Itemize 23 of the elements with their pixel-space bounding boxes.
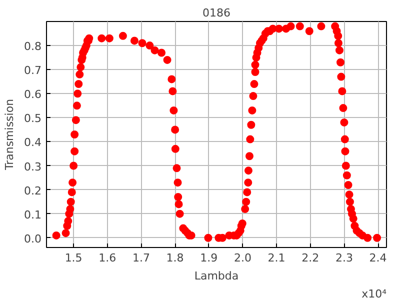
y-tick-label: 0.0 — [24, 232, 42, 246]
y-axis-title: Transmission — [3, 98, 16, 172]
y-tick-label: 0.4 — [24, 136, 42, 150]
x-axis-title: Lambda — [194, 270, 239, 282]
x-tick-label: 2.4 — [369, 252, 387, 264]
y-tick-label: 0.3 — [24, 160, 42, 174]
x-tick-label: 1.9 — [200, 252, 218, 264]
y-tick-label: 0.8 — [24, 40, 42, 54]
x-tick-label: 2.1 — [268, 252, 286, 264]
x-tick-label: 2.3 — [335, 252, 353, 264]
x-tick-label: 1.6 — [98, 252, 116, 264]
x-tick-label: 1.5 — [64, 252, 82, 264]
y-tick-label: 0.2 — [24, 184, 42, 198]
x-tick-label: 1.8 — [166, 252, 184, 264]
x-tick-label: 2.2 — [302, 252, 320, 264]
chart-title: 0186 — [202, 6, 231, 20]
y-tick-label: 0.5 — [24, 112, 42, 126]
y-tick-label: 0.1 — [24, 208, 42, 222]
x-tick-label: 2.0 — [234, 252, 252, 264]
y-tick-label: 0.7 — [24, 64, 42, 78]
x-tick-label: 1.7 — [132, 252, 150, 264]
y-tick-label: 0.6 — [24, 88, 42, 102]
text: x10⁴ — [362, 288, 388, 300]
